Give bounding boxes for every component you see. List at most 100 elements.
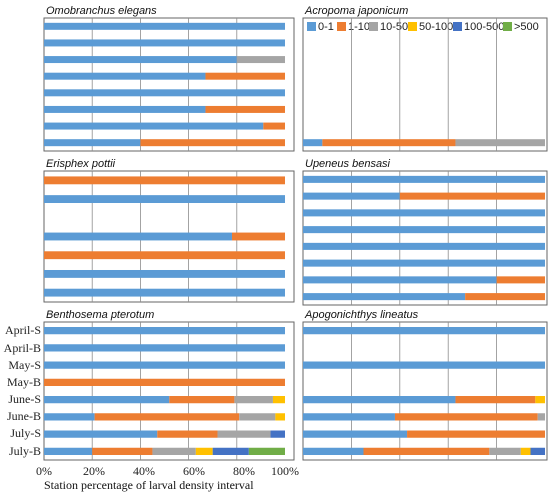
bar-segment-1-10 xyxy=(44,176,285,185)
bar-segment-0-1 xyxy=(44,139,141,147)
bar-segment-0-1 xyxy=(44,232,232,241)
bar-segment-50-100 xyxy=(520,447,531,455)
x-tick-label: 0% xyxy=(36,464,52,478)
bar-segment-1-10 xyxy=(169,396,235,404)
x-tick-label: 20% xyxy=(83,464,105,478)
bar-segment-0-1 xyxy=(303,209,545,217)
bar-segment-0-1 xyxy=(303,430,408,438)
x-tick-label: 100% xyxy=(271,464,299,478)
panel-upeneus-bensasi: Upeneus bensasi xyxy=(302,158,548,306)
row-label: April-B xyxy=(4,341,41,355)
bar-segment-1-10 xyxy=(263,122,285,130)
panel-title-acropoma-japonicum: Acropoma japonicum xyxy=(304,5,408,17)
bar-segment-0-1 xyxy=(44,344,285,352)
x-tick-labels: 0% 20% 40% 60% 80% 100% xyxy=(36,464,299,478)
bar-segment-0-1 xyxy=(44,122,264,130)
bar-segment-50-100 xyxy=(272,396,285,404)
bar-segment-1-10 xyxy=(44,251,285,260)
legend-label: 10-50 xyxy=(380,21,408,33)
bar-segment-10-50 xyxy=(217,430,271,438)
bar-segment-0-1 xyxy=(44,361,285,369)
legend-label: 100-500 xyxy=(464,21,504,33)
panel-title-upeneus-bensasi: Upeneus bensasi xyxy=(305,158,391,170)
bar-segment-0-1 xyxy=(303,447,364,455)
bar-segment-0-1 xyxy=(303,192,400,200)
bar-segment-1-10 xyxy=(394,413,538,421)
legend-swatch-50-100 xyxy=(408,22,417,31)
legend-label: 0-1 xyxy=(318,21,334,33)
legend-swatch-100-500 xyxy=(453,22,462,31)
panel-benthosema-pterotum: Benthosema pterotum xyxy=(43,309,295,461)
bar-segment-10-50 xyxy=(152,447,196,455)
legend-label: 50-100 xyxy=(419,21,453,33)
bar-segment-0-1 xyxy=(44,105,206,113)
x-axis-label: Station percentage of larval density int… xyxy=(44,478,254,492)
row-label: May-S xyxy=(8,358,41,372)
bar-segment-1-10 xyxy=(363,447,490,455)
bar-segment-0-1 xyxy=(44,56,237,64)
bar-segment-1-10 xyxy=(465,293,545,301)
bar-segment-100-500 xyxy=(530,447,545,455)
bar-segment-0-1 xyxy=(44,39,285,47)
bar-segment-50-100 xyxy=(275,413,285,421)
row-label: April-S xyxy=(5,323,41,337)
panel-apogonichthys-lineatus: Apogonichthys lineatus xyxy=(302,309,548,461)
bar-segment-0-1 xyxy=(44,396,170,404)
row-labels: April-S April-B May-S May-B June-S June-… xyxy=(4,323,41,458)
bar-segment-0-1 xyxy=(44,447,93,455)
bar-segment-50-100 xyxy=(535,396,545,404)
bar-segment-0-1 xyxy=(303,139,323,147)
bar-segment-0-1 xyxy=(303,226,545,234)
bar-segment-1-10 xyxy=(496,276,545,284)
bar-segment-100-500 xyxy=(212,447,249,455)
panel-title-apogonichthys-lineatus: Apogonichthys lineatus xyxy=(304,309,419,321)
panel-omobranchus-elegans: Omobranchus elegans xyxy=(43,5,295,152)
bar-segment-10-50 xyxy=(234,396,273,404)
bar-segment-10-50 xyxy=(455,139,545,147)
legend-swatch-10-50 xyxy=(369,22,378,31)
legend: 0-1 1-10 10-50 50-100 100-500 >500 xyxy=(307,21,539,33)
bars xyxy=(44,22,545,455)
bar-segment-1-10 xyxy=(231,232,285,241)
row-label: June-S xyxy=(8,392,41,406)
x-tick-label: 60% xyxy=(183,464,205,478)
legend-swatch-1-10 xyxy=(337,22,346,31)
bar-segment-0-1 xyxy=(303,413,395,421)
x-tick-label: 80% xyxy=(233,464,255,478)
legend-swatch-0-1 xyxy=(307,22,316,31)
bar-segment-0-1 xyxy=(303,175,545,183)
bar-segment-10-50 xyxy=(239,413,276,421)
panel-title-erisphex-pottii: Erisphex pottii xyxy=(46,158,116,170)
bar-segment-50-100 xyxy=(195,447,213,455)
bar-segment-1-10 xyxy=(205,105,285,113)
bar-segment-0-1 xyxy=(303,327,545,335)
bar-segment-10-50 xyxy=(537,413,545,421)
row-label: May-B xyxy=(7,375,41,389)
bar-segment-0-1 xyxy=(44,89,285,97)
bar-segment-0-1 xyxy=(303,242,545,250)
bar-segment-1-10 xyxy=(157,430,218,438)
bar-segment-0-1 xyxy=(44,327,285,335)
bar-segment-0-1 xyxy=(303,276,497,284)
row-label: July-B xyxy=(9,444,41,458)
legend-label: 1-10 xyxy=(348,21,370,33)
bar-segment-1-10 xyxy=(94,413,240,421)
bar-segment-0-1 xyxy=(44,72,206,80)
bar-segment-100-500 xyxy=(270,430,285,438)
bar-segment-1-10 xyxy=(205,72,285,80)
bar-segment-1-10 xyxy=(399,192,545,200)
bar-segment-1-10 xyxy=(455,396,536,404)
bar-segment-10-50 xyxy=(236,56,285,64)
bar-segment-0-1 xyxy=(44,195,285,204)
bar-segment-1-10 xyxy=(407,430,545,438)
panel-title-omobranchus-elegans: Omobranchus elegans xyxy=(46,5,157,17)
panel-title-benthosema-pterotum: Benthosema pterotum xyxy=(46,309,154,321)
bar-segment-0-1 xyxy=(44,22,285,30)
panel-acropoma-japonicum: Acropoma japonicum xyxy=(302,5,548,152)
bar-segment-1-10 xyxy=(322,139,456,147)
legend-swatch-over-500 xyxy=(503,22,512,31)
bar-segment-0-1 xyxy=(303,293,466,301)
bar-segment-0-1 xyxy=(44,288,285,297)
bar-segment-1-10 xyxy=(92,447,153,455)
